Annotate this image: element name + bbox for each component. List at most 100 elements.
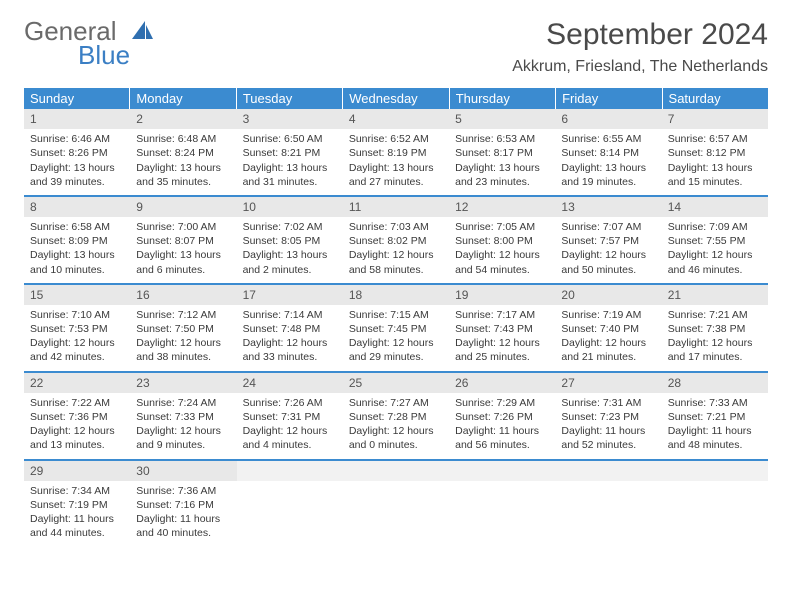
cell-body: Sunrise: 7:29 AMSunset: 7:26 PMDaylight:… <box>449 393 555 459</box>
sunset-line: Sunset: 7:53 PM <box>30 322 124 336</box>
cell-body: Sunrise: 6:55 AMSunset: 8:14 PMDaylight:… <box>555 129 661 195</box>
cell-body: Sunrise: 7:12 AMSunset: 7:50 PMDaylight:… <box>130 305 236 371</box>
day-number: 16 <box>130 283 236 305</box>
calendar-week: 1Sunrise: 6:46 AMSunset: 8:26 PMDaylight… <box>24 109 768 195</box>
sunset-line: Sunset: 7:48 PM <box>243 322 337 336</box>
day-number: 11 <box>343 195 449 217</box>
calendar-cell: 10Sunrise: 7:02 AMSunset: 8:05 PMDayligh… <box>237 195 343 283</box>
page-title: September 2024 <box>512 18 768 52</box>
cell-body: Sunrise: 7:27 AMSunset: 7:28 PMDaylight:… <box>343 393 449 459</box>
daylight-line: Daylight: 12 hours and 54 minutes. <box>455 248 549 276</box>
day-number: 5 <box>449 109 555 129</box>
calendar-cell <box>449 459 555 547</box>
day-number: 2 <box>130 109 236 129</box>
daylight-line: Daylight: 12 hours and 25 minutes. <box>455 336 549 364</box>
daylight-line: Daylight: 12 hours and 38 minutes. <box>136 336 230 364</box>
cell-body: Sunrise: 7:07 AMSunset: 7:57 PMDaylight:… <box>555 217 661 283</box>
daylight-line: Daylight: 12 hours and 46 minutes. <box>668 248 762 276</box>
cell-body: Sunrise: 7:31 AMSunset: 7:23 PMDaylight:… <box>555 393 661 459</box>
calendar-cell: 5Sunrise: 6:53 AMSunset: 8:17 PMDaylight… <box>449 109 555 195</box>
day-number: 7 <box>662 109 768 129</box>
calendar-cell: 11Sunrise: 7:03 AMSunset: 8:02 PMDayligh… <box>343 195 449 283</box>
cell-body: Sunrise: 6:50 AMSunset: 8:21 PMDaylight:… <box>237 129 343 195</box>
sunset-line: Sunset: 7:21 PM <box>668 410 762 424</box>
sunrise-line: Sunrise: 7:29 AM <box>455 396 549 410</box>
day-number <box>662 459 768 481</box>
calendar-cell: 1Sunrise: 6:46 AMSunset: 8:26 PMDaylight… <box>24 109 130 195</box>
calendar-cell: 28Sunrise: 7:33 AMSunset: 7:21 PMDayligh… <box>662 371 768 459</box>
sunset-line: Sunset: 8:05 PM <box>243 234 337 248</box>
sunrise-line: Sunrise: 7:34 AM <box>30 484 124 498</box>
calendar-cell <box>555 459 661 547</box>
cell-body: Sunrise: 7:19 AMSunset: 7:40 PMDaylight:… <box>555 305 661 371</box>
calendar-cell: 6Sunrise: 6:55 AMSunset: 8:14 PMDaylight… <box>555 109 661 195</box>
daylight-line: Daylight: 12 hours and 29 minutes. <box>349 336 443 364</box>
day-number: 13 <box>555 195 661 217</box>
day-number: 25 <box>343 371 449 393</box>
logo-word-blue: Blue <box>78 42 130 68</box>
daylight-line: Daylight: 11 hours and 56 minutes. <box>455 424 549 452</box>
daylight-line: Daylight: 12 hours and 0 minutes. <box>349 424 443 452</box>
calendar-cell: 26Sunrise: 7:29 AMSunset: 7:26 PMDayligh… <box>449 371 555 459</box>
sunrise-line: Sunrise: 6:53 AM <box>455 132 549 146</box>
sunrise-line: Sunrise: 7:22 AM <box>30 396 124 410</box>
calendar-cell: 29 Sunrise: 7:34 AMSunset: 7:19 PMDayligh… <box>24 459 130 547</box>
calendar-cell: 21Sunrise: 7:21 AMSunset: 7:38 PMDayligh… <box>662 283 768 371</box>
day-number: 28 <box>662 371 768 393</box>
sunrise-line: Sunrise: 7:07 AM <box>561 220 655 234</box>
sunset-line: Sunset: 8:12 PM <box>668 146 762 160</box>
day-number <box>237 459 343 481</box>
location: Akkrum, Friesland, The Netherlands <box>512 58 768 76</box>
dayname-thursday: Thursday <box>450 88 556 109</box>
daylight-line: Daylight: 11 hours and 44 minutes. <box>30 512 124 540</box>
sunset-line: Sunset: 7:28 PM <box>349 410 443 424</box>
daylight-line: Daylight: 13 hours and 27 minutes. <box>349 161 443 189</box>
calendar-cell: 24Sunrise: 7:26 AMSunset: 7:31 PMDayligh… <box>237 371 343 459</box>
cell-body: Sunrise: 7:36 AMSunset: 7:16 PMDaylight:… <box>130 481 236 547</box>
daylight-line: Daylight: 13 hours and 6 minutes. <box>136 248 230 276</box>
daylight-line: Daylight: 13 hours and 2 minutes. <box>243 248 337 276</box>
calendar-cell: 20Sunrise: 7:19 AMSunset: 7:40 PMDayligh… <box>555 283 661 371</box>
sunset-line: Sunset: 7:43 PM <box>455 322 549 336</box>
sunset-line: Sunset: 7:33 PM <box>136 410 230 424</box>
dayname-saturday: Saturday <box>663 88 768 109</box>
daylight-line: Daylight: 12 hours and 50 minutes. <box>561 248 655 276</box>
day-number: 19 <box>449 283 555 305</box>
cell-body: Sunrise: 7:10 AMSunset: 7:53 PMDaylight:… <box>24 305 130 371</box>
sunrise-line: Sunrise: 6:46 AM <box>30 132 124 146</box>
day-number: 30 <box>130 459 236 481</box>
day-number: 29 <box>24 459 130 481</box>
sunrise-line: Sunrise: 7:19 AM <box>561 308 655 322</box>
sunset-line: Sunset: 7:16 PM <box>136 498 230 512</box>
sunset-line: Sunset: 7:36 PM <box>30 410 124 424</box>
calendar-cell: 22Sunrise: 7:22 AMSunset: 7:36 PMDayligh… <box>24 371 130 459</box>
day-number: 24 <box>237 371 343 393</box>
dayname-wednesday: Wednesday <box>343 88 449 109</box>
sunrise-line: Sunrise: 6:48 AM <box>136 132 230 146</box>
calendar-cell: 23Sunrise: 7:24 AMSunset: 7:33 PMDayligh… <box>130 371 236 459</box>
sunrise-line: Sunrise: 7:26 AM <box>243 396 337 410</box>
title-block: September 2024 Akkrum, Friesland, The Ne… <box>512 18 768 76</box>
sunset-line: Sunset: 7:23 PM <box>561 410 655 424</box>
cell-body: Sunrise: 6:57 AMSunset: 8:12 PMDaylight:… <box>662 129 768 195</box>
sunset-line: Sunset: 8:14 PM <box>561 146 655 160</box>
daylight-line: Daylight: 12 hours and 33 minutes. <box>243 336 337 364</box>
calendar-cell: 14Sunrise: 7:09 AMSunset: 7:55 PMDayligh… <box>662 195 768 283</box>
calendar-week: 15Sunrise: 7:10 AMSunset: 7:53 PMDayligh… <box>24 283 768 371</box>
daylight-line: Daylight: 12 hours and 13 minutes. <box>30 424 124 452</box>
daylight-line: Daylight: 12 hours and 4 minutes. <box>243 424 337 452</box>
daylight-line: Daylight: 11 hours and 40 minutes. <box>136 512 230 540</box>
day-number: 4 <box>343 109 449 129</box>
day-number: 15 <box>24 283 130 305</box>
dayname-monday: Monday <box>130 88 236 109</box>
sunset-line: Sunset: 7:19 PM <box>30 498 124 512</box>
calendar: Sunday Monday Tuesday Wednesday Thursday… <box>24 88 768 546</box>
sunset-line: Sunset: 8:09 PM <box>30 234 124 248</box>
dayname-friday: Friday <box>556 88 662 109</box>
daylight-line: Daylight: 12 hours and 9 minutes. <box>136 424 230 452</box>
daylight-line: Daylight: 13 hours and 10 minutes. <box>30 248 124 276</box>
sunset-line: Sunset: 7:50 PM <box>136 322 230 336</box>
day-number: 14 <box>662 195 768 217</box>
daylight-line: Daylight: 11 hours and 48 minutes. <box>668 424 762 452</box>
day-number: 12 <box>449 195 555 217</box>
